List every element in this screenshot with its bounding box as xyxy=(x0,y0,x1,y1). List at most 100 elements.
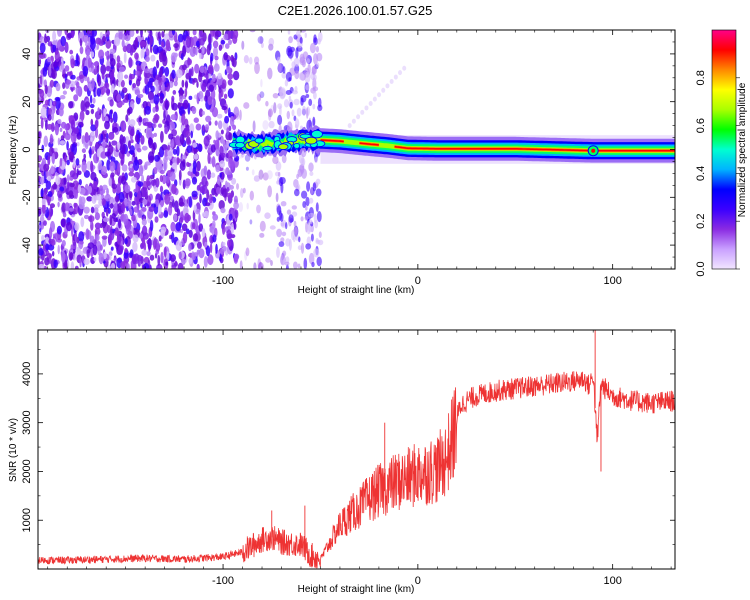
noise-speckle xyxy=(48,107,52,116)
noise-speckle xyxy=(171,30,176,36)
noise-speckle xyxy=(270,104,275,115)
noise-speckle xyxy=(184,178,191,187)
noise-speckle xyxy=(232,34,238,45)
noise-speckle xyxy=(118,31,123,40)
noise-speckle xyxy=(155,177,160,188)
noise-speckle xyxy=(305,196,310,207)
noise-speckle xyxy=(257,258,261,269)
noise-speckle xyxy=(73,157,76,169)
noise-speckle xyxy=(104,151,111,157)
noise-speckle xyxy=(121,164,128,172)
noise-speckle xyxy=(198,49,202,54)
noise-speckle xyxy=(276,216,280,222)
noise-speckle xyxy=(158,51,164,63)
noise-speckle xyxy=(169,254,176,262)
noise-speckle xyxy=(42,202,46,214)
noise-speckle xyxy=(89,235,95,244)
noise-speckle xyxy=(312,74,317,81)
noise-speckle xyxy=(134,52,139,60)
noise-speckle xyxy=(269,225,276,230)
bottom-x-axis-label: Height of straight line (km) xyxy=(298,584,415,595)
noise-speckle xyxy=(227,30,231,40)
noise-speckle xyxy=(47,244,55,251)
noise-speckle xyxy=(207,254,214,266)
noise-speckle xyxy=(276,246,280,258)
noise-speckle xyxy=(129,47,134,56)
noise-speckle xyxy=(45,180,52,190)
snr-panel: -100 0 100 1000 2000 3000 4000 Height of strai… xyxy=(8,329,676,595)
faint-artifact xyxy=(351,118,356,124)
noise-speckle xyxy=(308,98,313,106)
noise-speckle xyxy=(288,37,292,44)
noise-speckle xyxy=(236,183,239,190)
noise-speckle xyxy=(110,117,114,123)
noise-speckle xyxy=(86,76,90,84)
noise-speckle xyxy=(318,231,322,238)
noise-speckle xyxy=(168,121,175,132)
noise-speckle xyxy=(143,262,150,269)
noise-speckle xyxy=(293,227,298,235)
noise-speckle xyxy=(195,171,200,177)
noise-speckle xyxy=(78,231,85,243)
faint-artifact xyxy=(377,92,382,98)
noise-speckle xyxy=(280,201,287,207)
noise-speckle xyxy=(163,210,169,218)
noise-speckle xyxy=(149,220,154,232)
noise-speckle xyxy=(57,244,60,255)
noise-speckle xyxy=(259,232,265,238)
y-tick-label: -40 xyxy=(21,237,33,253)
noise-speckle xyxy=(303,257,308,269)
noise-speckle xyxy=(192,160,197,170)
noise-speckle xyxy=(192,77,198,83)
noise-speckle xyxy=(118,66,126,73)
noise-speckle xyxy=(147,81,153,88)
noise-speckle xyxy=(173,43,179,49)
noise-speckle xyxy=(73,94,79,102)
noise-speckle xyxy=(308,252,315,265)
noise-speckle xyxy=(60,135,65,142)
noise-speckle xyxy=(253,262,257,269)
noise-speckle xyxy=(134,70,139,76)
noise-speckle xyxy=(240,188,244,198)
noise-speckle xyxy=(62,90,67,95)
x-tick-label: 100 xyxy=(603,575,621,587)
noise-speckle xyxy=(102,36,107,43)
noise-speckle xyxy=(149,254,155,261)
noise-speckle xyxy=(201,110,205,116)
noise-speckle xyxy=(192,30,197,36)
noise-speckle xyxy=(131,176,137,183)
noise-speckle xyxy=(314,156,318,164)
noise-speckle xyxy=(225,167,230,176)
noise-speckle xyxy=(48,64,52,77)
noise-speckle xyxy=(147,121,153,128)
noise-speckle xyxy=(185,228,190,235)
noise-speckle xyxy=(61,240,66,247)
noise-speckle xyxy=(219,172,222,178)
noise-speckle xyxy=(212,40,219,49)
noise-speckle xyxy=(259,220,266,232)
noise-speckle xyxy=(203,210,209,218)
noise-speckle xyxy=(288,95,292,102)
noise-speckle xyxy=(278,241,285,248)
noise-speckle xyxy=(109,161,116,172)
noise-speckle xyxy=(306,181,311,192)
colorbar-label: Normalized spectral amplitude xyxy=(737,82,748,217)
noise-speckle xyxy=(318,31,323,42)
noise-speckle xyxy=(313,34,317,43)
noise-speckle xyxy=(124,184,131,194)
noise-speckle xyxy=(90,51,95,58)
noise-speckle xyxy=(109,214,113,226)
noise-speckle xyxy=(44,257,50,266)
noise-speckle xyxy=(113,37,121,47)
noise-speckle xyxy=(156,263,163,269)
noise-speckle xyxy=(213,46,218,58)
noise-speckle xyxy=(296,30,301,37)
noise-speckle xyxy=(88,185,92,194)
y-tick-label: 0 xyxy=(21,146,33,152)
noise-speckle xyxy=(97,162,103,171)
noise-speckle xyxy=(123,52,127,64)
noise-speckle xyxy=(315,46,319,53)
noise-speckle xyxy=(159,67,163,77)
noise-speckle xyxy=(54,50,60,62)
noise-speckle xyxy=(90,118,94,126)
